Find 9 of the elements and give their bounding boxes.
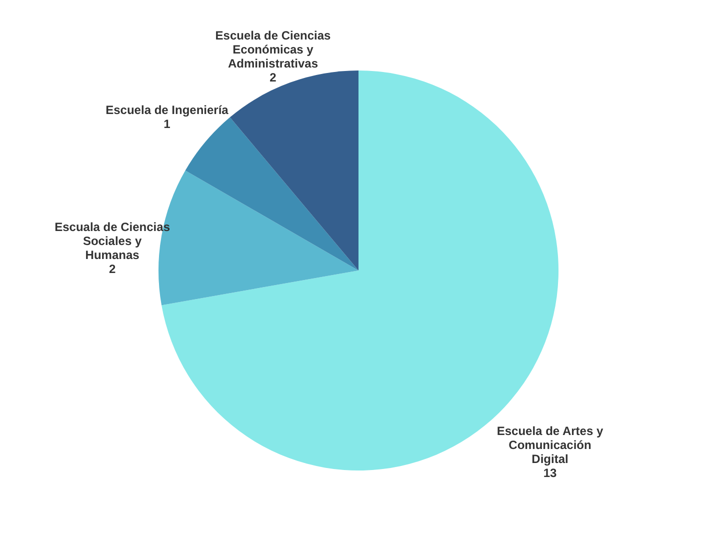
data-label: 13	[543, 466, 558, 480]
slice-label: Escuela de Ciencias Económicas y Administrativas	[215, 28, 332, 71]
data-label: 1	[164, 116, 171, 131]
slice-label: Escuela de Ingeniería	[106, 102, 229, 117]
data-label: 2	[270, 70, 277, 85]
pie-slice	[185, 117, 358, 270]
data-label: 2	[108, 262, 116, 276]
slice-label: Escuela de Artes y Comunicación Digital	[496, 424, 604, 466]
pie-slice	[230, 70, 358, 270]
